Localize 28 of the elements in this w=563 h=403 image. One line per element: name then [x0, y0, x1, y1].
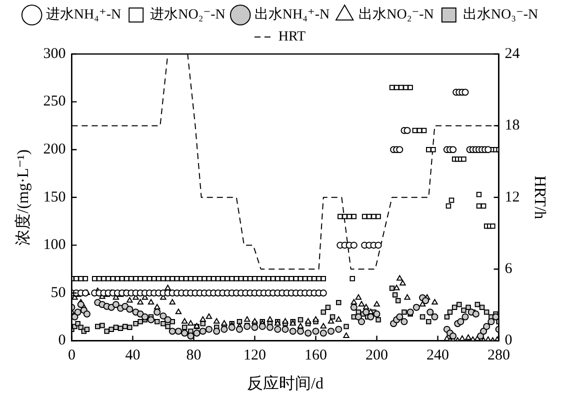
legend-label: 出水NH₄⁺-N: [254, 6, 330, 23]
y2-tick-label: 18: [504, 118, 520, 134]
y2-tick-label: 12: [504, 189, 520, 206]
y-tick-label: 300: [43, 46, 66, 62]
legend-label: HRT: [278, 30, 306, 45]
x-tick-label: 120: [243, 348, 266, 364]
y-tick-label: 50: [50, 284, 66, 301]
x-axis-title: 反应时间/d: [247, 374, 324, 393]
y-tick-label: 250: [43, 94, 66, 110]
legend-label: 出水NO₂⁻-N: [358, 6, 434, 23]
y2-tick-label: 6: [504, 261, 513, 278]
y-axis-title: 浓度/(mg·L⁻¹): [14, 149, 32, 246]
y-tick-label: 0: [58, 332, 66, 349]
y2-tick-label: 24: [504, 46, 520, 62]
y-tick-label: 150: [43, 189, 66, 206]
y2-axis-title: HRT/h: [531, 176, 548, 220]
x-tick-label: 200: [366, 348, 388, 364]
legend-label: 进水NH₄⁺-N: [46, 6, 122, 23]
legend-label: 进水NO₂⁻-N: [150, 6, 226, 23]
y-tick-label: 200: [43, 142, 66, 158]
y2-tick-label: 0: [504, 332, 512, 349]
x-tick-label: 80: [186, 348, 202, 364]
x-tick-label: 160: [304, 348, 328, 364]
x-tick-label: 280: [488, 348, 510, 364]
x-tick-label: 240: [426, 348, 450, 364]
y-tick-label: 100: [43, 237, 66, 254]
legend-label: 出水NO₃⁻-N: [462, 6, 538, 23]
x-tick-label: 40: [125, 348, 140, 364]
